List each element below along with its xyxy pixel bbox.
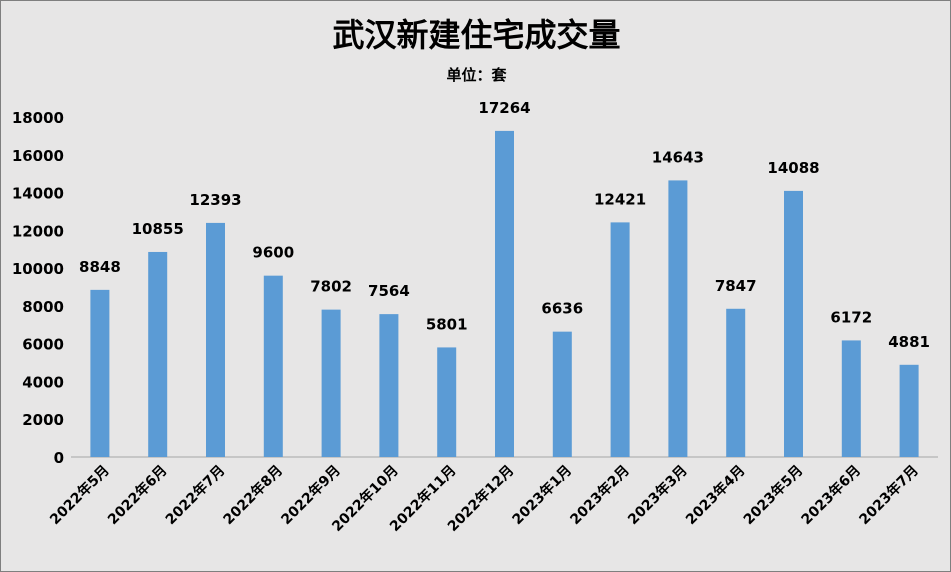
y-tick-label: 18000 [12, 109, 64, 127]
bar [437, 347, 457, 457]
data-label: 14088 [767, 159, 819, 177]
y-tick-label: 8000 [22, 298, 64, 316]
y-tick-label: 10000 [12, 260, 64, 278]
bar [610, 222, 630, 457]
bar [206, 222, 225, 457]
bar [379, 314, 399, 457]
bar [90, 289, 110, 457]
x-tick-label: 2023年2月 [567, 462, 633, 528]
bar [263, 275, 283, 457]
x-tick-label: 2023年5月 [740, 462, 806, 528]
bar-series [90, 130, 919, 458]
data-label: 6172 [830, 308, 872, 326]
bar [552, 331, 572, 457]
data-label: 7847 [715, 277, 757, 295]
data-label: 4881 [888, 333, 930, 351]
data-label: 12393 [189, 191, 241, 209]
data-label: 7564 [368, 282, 410, 300]
data-label: 7802 [310, 278, 352, 296]
data-label: 14643 [652, 148, 704, 166]
y-tick-label: 4000 [22, 373, 64, 391]
y-tick-label: 16000 [12, 147, 64, 165]
y-axis-ticks: 0 2000 4000 6000 8000 10000 12000 14000 16000 180… [12, 109, 64, 467]
y-tick-label: 6000 [22, 336, 64, 354]
bar [784, 190, 803, 458]
bar [148, 251, 168, 457]
bar [668, 180, 688, 457]
data-label: 10855 [132, 220, 184, 238]
y-tick-label: 2000 [22, 411, 64, 429]
x-axis-ticks: 2022年5月2022年6月2022年7月2022年8月2022年9月2022年… [46, 462, 921, 535]
bar [841, 340, 861, 457]
data-label: 17264 [478, 99, 530, 117]
x-tick-label: 2022年5月 [46, 462, 112, 528]
x-tick-label: 2022年7月 [162, 462, 228, 528]
data-label: 8848 [79, 258, 121, 276]
data-label: 5801 [426, 315, 468, 333]
x-tick-label: 2023年7月 [856, 462, 922, 528]
x-tick-label: 2023年3月 [624, 462, 690, 528]
bar [495, 130, 514, 457]
data-labels: 8848 10855 12393 9600 7802 7564 5801 17264 6636 1… [79, 99, 930, 351]
x-tick-label: 2022年8月 [220, 462, 286, 528]
x-tick-label: 2023年6月 [798, 462, 864, 528]
bar [899, 364, 919, 457]
y-tick-label: 12000 [12, 222, 64, 240]
y-tick-label: 14000 [12, 185, 64, 203]
y-tick-label: 0 [54, 449, 64, 467]
x-tick-label: 2023年1月 [509, 462, 575, 528]
x-tick-label: 2023年4月 [682, 462, 748, 528]
data-label: 9600 [252, 244, 294, 262]
bar [321, 309, 341, 457]
chart-title: 武汉新建住宅成交量 [332, 16, 621, 54]
bar [726, 308, 746, 457]
chart-subtitle: 单位：套 [446, 66, 507, 84]
data-label: 12421 [594, 190, 646, 208]
x-tick-label: 2022年6月 [104, 462, 170, 528]
data-label: 6636 [541, 300, 583, 318]
